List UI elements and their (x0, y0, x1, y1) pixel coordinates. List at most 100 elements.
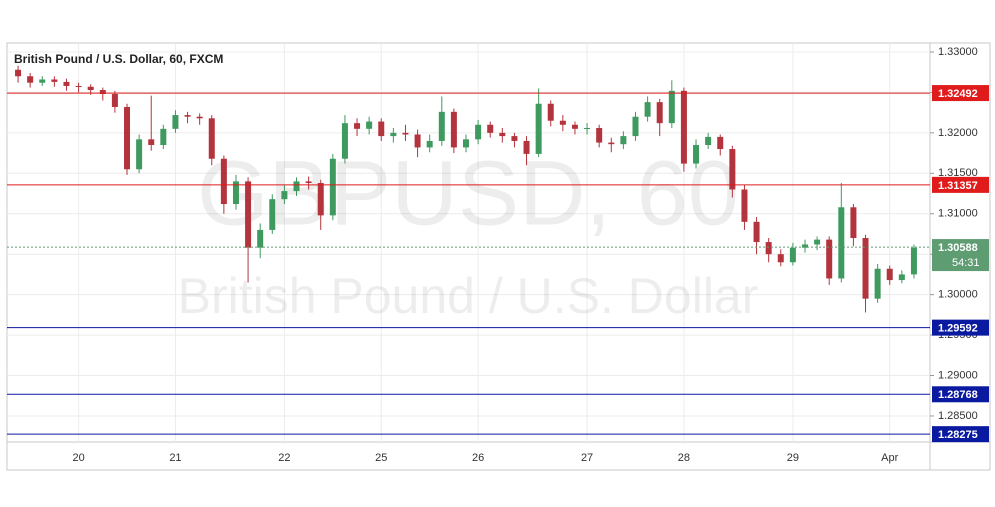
candle-body (414, 134, 421, 148)
candle-body (535, 103, 542, 154)
level-label: 1.28768 (938, 389, 978, 401)
x-tick-label: 22 (278, 452, 290, 464)
level-label-bg (932, 426, 989, 443)
candles (15, 65, 917, 313)
candle-body (354, 123, 361, 129)
candle-body (487, 124, 494, 133)
chart-frame (6, 42, 991, 471)
candle-body (838, 207, 845, 279)
candle-body (499, 132, 506, 137)
candle-body (51, 79, 58, 82)
candle-body (753, 221, 760, 243)
candle-body (814, 239, 821, 245)
candle-body (27, 76, 34, 83)
candle-body (15, 69, 22, 77)
candle-body (366, 121, 373, 129)
candle-body (826, 239, 833, 279)
candle-body (148, 139, 155, 145)
candle-body (341, 123, 348, 159)
candle-body (850, 207, 857, 239)
candle-body (426, 140, 433, 148)
candle-body (87, 86, 94, 90)
level-label-bg (932, 85, 989, 102)
candle-body (644, 102, 651, 117)
candle-body (293, 181, 300, 192)
candle-body (777, 254, 784, 263)
candle-body (680, 90, 687, 164)
candle-body (765, 242, 772, 255)
y-tick-label: 1.33000 (938, 46, 978, 58)
y-tick-label: 1.30000 (938, 289, 978, 301)
candle-body (741, 189, 748, 222)
level-label: 1.32492 (938, 88, 978, 100)
candle-body (705, 136, 712, 145)
x-tick-label: 26 (472, 452, 484, 464)
candle-body (124, 106, 131, 170)
candle-body (801, 244, 808, 248)
y-tick-label: 1.28500 (938, 410, 978, 422)
x-tick-label: 20 (72, 452, 84, 464)
levels: 1.32492 1.31357 1.29592 1.28768 1.28275 1.305… (7, 85, 989, 443)
last-price-label: 1.30588 (938, 242, 978, 254)
candle-body (39, 79, 46, 83)
watermark: GBPUSD, 60 (197, 142, 739, 244)
watermark-subtitle: British Pound / U.S. Dollar (178, 268, 759, 324)
candle-body (99, 89, 106, 95)
countdown: 54:31 (952, 257, 980, 269)
candle-body (438, 111, 445, 141)
candle-body (329, 158, 336, 216)
y-tick-label: 1.31500 (938, 167, 978, 179)
candle-body (378, 121, 385, 137)
candle-body (269, 199, 276, 230)
candle-body (523, 140, 530, 154)
level-label: 1.28275 (938, 429, 978, 441)
x-tick-label: 21 (169, 452, 181, 464)
candle-body (450, 111, 457, 148)
candle-body (305, 181, 312, 184)
candle-body (184, 115, 191, 117)
candle-body (281, 191, 288, 200)
level-label-bg (932, 319, 989, 336)
candle-body (75, 85, 82, 87)
candle-body (656, 102, 663, 124)
candle-body (136, 139, 143, 170)
candle-body (196, 116, 203, 119)
candle-body (160, 128, 167, 145)
x-tick-label: 25 (375, 452, 387, 464)
level-label: 1.31357 (938, 180, 978, 192)
chart-title: British Pound / U.S. Dollar, 60, FXCM (14, 52, 223, 66)
candle-body (910, 247, 917, 275)
candle-body (874, 268, 881, 299)
level-label: 1.29592 (938, 323, 978, 335)
candle-body (511, 136, 518, 141)
candle-body (257, 229, 264, 248)
candle-body (232, 181, 239, 205)
y-tick-label: 1.29000 (938, 369, 978, 381)
candle-body (172, 115, 179, 129)
candle-body (620, 136, 627, 145)
last-price-bg (932, 239, 989, 272)
candle-body (668, 90, 675, 124)
candle-body (547, 103, 554, 121)
candle-body (886, 268, 893, 281)
candle-body (571, 124, 578, 129)
candle-body (559, 120, 566, 125)
x-tick-label: 28 (678, 452, 690, 464)
y-tick-label: 1.32000 (938, 127, 978, 139)
candle-body (63, 81, 70, 86)
candle-body (584, 128, 591, 130)
x-tick-label: 27 (581, 452, 593, 464)
candle-body (208, 118, 215, 159)
level-label-bg (932, 176, 989, 193)
candle-body (463, 139, 469, 148)
candle-body (789, 247, 796, 263)
candle-body (693, 144, 700, 164)
candle-body (729, 149, 736, 190)
candle-body (475, 124, 482, 140)
candle-body (717, 136, 724, 150)
candle-body (402, 132, 409, 135)
x-tick-label: Apr (881, 452, 898, 464)
candle-body (632, 116, 639, 137)
level-label-bg (932, 386, 989, 403)
